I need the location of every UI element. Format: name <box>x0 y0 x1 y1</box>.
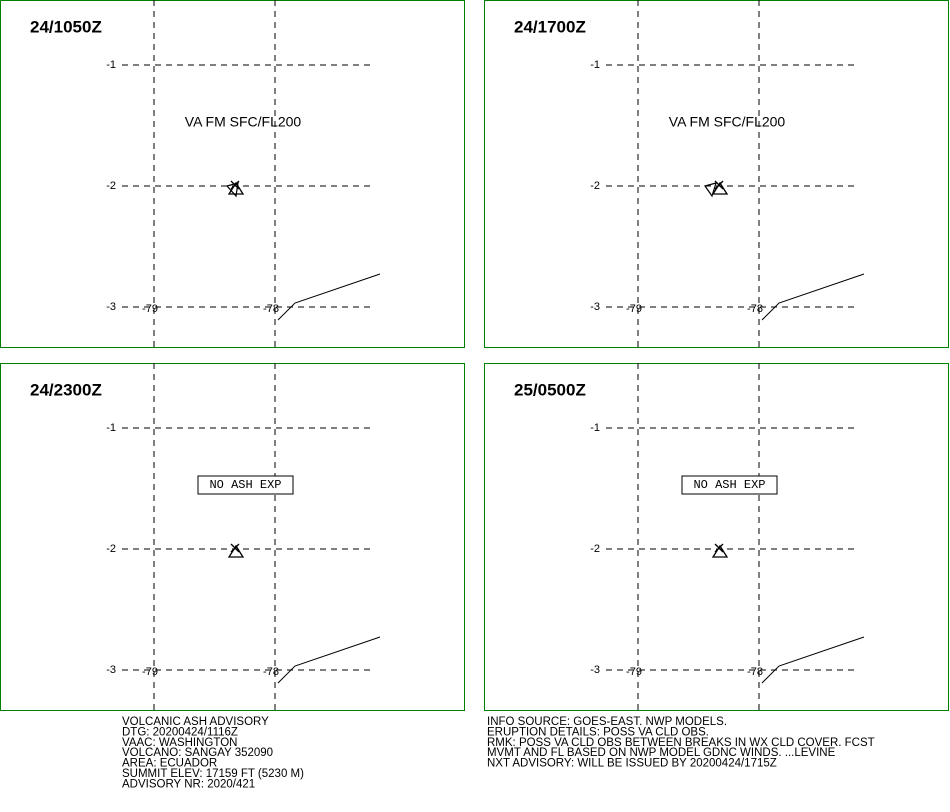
panel: 24/1050Z -79 -78 -1 -2 -3 VA FM SFC/FL200 <box>0 0 465 348</box>
coastline <box>277 636 381 684</box>
latitude-label: -3 <box>590 664 600 676</box>
latitude-label: -1 <box>106 59 116 71</box>
panel-time: 24/1050Z <box>30 17 102 36</box>
advisory-line: VOLCANO: SANGAY 352090 <box>122 747 273 759</box>
annotation-box <box>197 475 294 495</box>
advisory-line: VOLCANIC ASH ADVISORY <box>122 716 269 728</box>
panel: 24/2300Z -79 -78 -1 -2 -3 NO ASH EXP <box>0 363 465 711</box>
annotation: VA FM SFC/FL200 <box>185 114 302 130</box>
ash-area <box>704 182 717 198</box>
advisory-line: MVMT AND FL BASED ON NWP MODEL GDNC WIND… <box>487 747 836 759</box>
volcano-symbol <box>227 543 245 558</box>
ash-area <box>225 182 239 198</box>
latitude-label: -2 <box>106 180 116 192</box>
longitude-label: -78 <box>263 303 279 315</box>
longitude-label: -79 <box>626 303 642 315</box>
advisory-line: AREA: ECUADOR <box>122 758 217 770</box>
annotation: NO ASH EXP <box>209 478 281 492</box>
latitude-label: -2 <box>590 180 600 192</box>
coastline <box>761 636 865 684</box>
coastline <box>761 273 865 321</box>
panel-time: 24/2300Z <box>30 380 102 399</box>
latitude-label: -1 <box>590 59 600 71</box>
panel-time: 24/1700Z <box>514 17 586 36</box>
annotation: VA FM SFC/FL200 <box>669 114 786 130</box>
annotation: NO ASH EXP <box>693 478 765 492</box>
coastline <box>277 273 381 321</box>
longitude-label: -79 <box>626 666 642 678</box>
advisory-line: ADVISORY NR: 2020/421 <box>122 778 255 790</box>
panel-frame <box>484 0 949 348</box>
longitude-label: -78 <box>747 303 763 315</box>
panel-frame <box>0 363 465 711</box>
longitude-label: -79 <box>142 303 158 315</box>
annotation-box <box>681 475 778 495</box>
latitude-label: -2 <box>106 543 116 555</box>
panel-frame <box>0 0 465 348</box>
advisory-line: VAAC: WASHINGTON <box>122 737 237 749</box>
advisory-line: NXT ADVISORY: WILL BE ISSUED BY 20200424… <box>487 758 777 770</box>
volcano-symbol <box>711 543 729 558</box>
panel-frame <box>484 363 949 711</box>
latitude-label: -1 <box>590 422 600 434</box>
panel: 24/1700Z -79 -78 -1 -2 -3 VA FM SFC/FL200 <box>484 0 949 348</box>
advisory-line: SUMMIT ELEV: 17159 FT (5230 M) <box>122 768 304 780</box>
panel-time: 25/0500Z <box>514 380 586 399</box>
advisory-line: RMK: POSS VA CLD OBS BETWEEN BREAKS IN W… <box>487 737 875 749</box>
longitude-label: -78 <box>263 666 279 678</box>
panel: 25/0500Z -79 -78 -1 -2 -3 NO ASH EXP <box>484 363 949 711</box>
advisory-line: ERUPTION DETAILS: POSS VA CLD OBS. <box>487 726 709 738</box>
advisory-line: INFO SOURCE: GOES-EAST. NWP MODELS. <box>487 716 727 728</box>
latitude-label: -3 <box>590 301 600 313</box>
longitude-label: -78 <box>747 666 763 678</box>
advisory-line: DTG: 20200424/1116Z <box>122 726 238 738</box>
latitude-label: -2 <box>590 543 600 555</box>
latitude-label: -1 <box>106 422 116 434</box>
latitude-label: -3 <box>106 301 116 313</box>
longitude-label: -79 <box>142 666 158 678</box>
latitude-label: -3 <box>106 664 116 676</box>
